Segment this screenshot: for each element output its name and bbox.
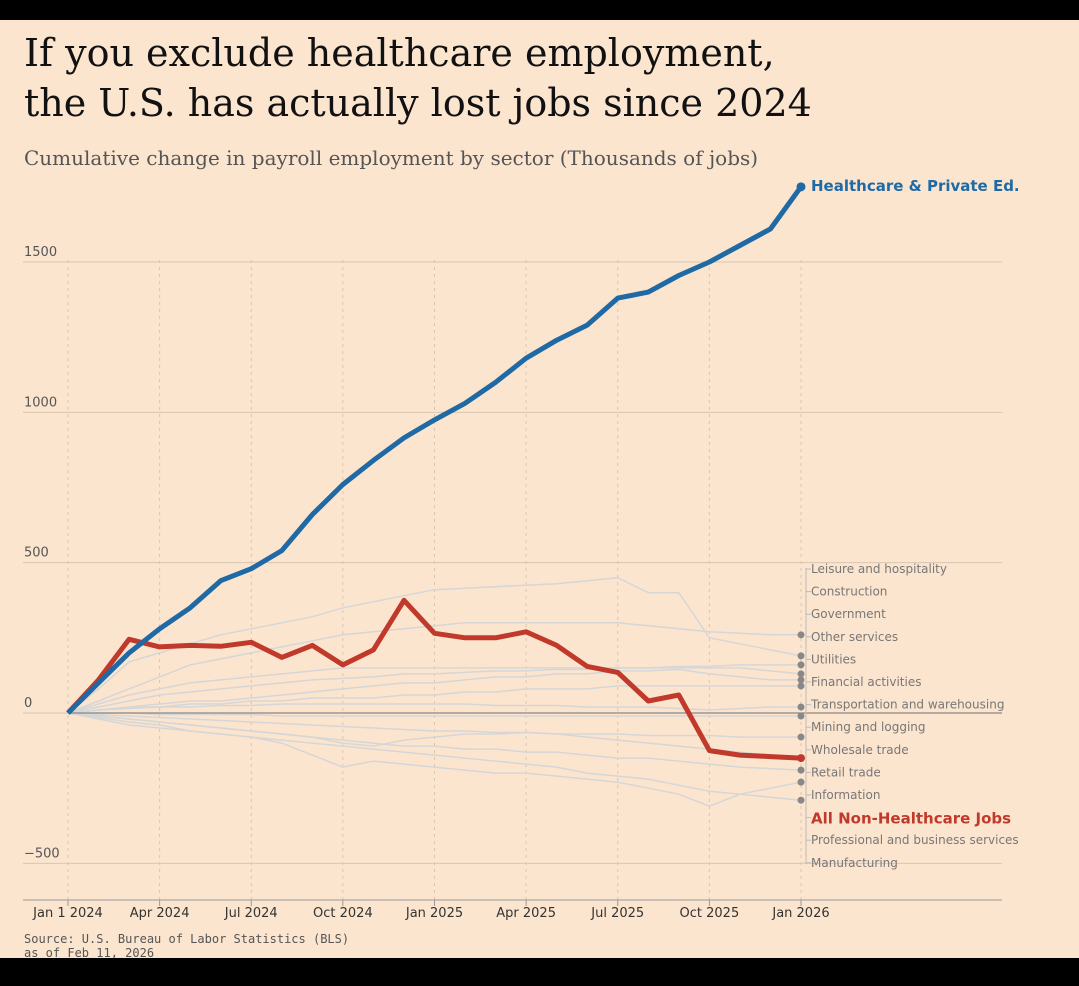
chart-card: If you exclude healthcare employment, th… bbox=[0, 20, 1079, 958]
x-tick-label: Jul 2025 bbox=[590, 906, 644, 921]
series-end-label: All Non-Healthcare Jobs bbox=[811, 810, 1011, 828]
y-tick-label: 1000 bbox=[24, 395, 57, 410]
sector-line-other-services bbox=[67, 664, 801, 714]
sector-line-mining-and-logging bbox=[68, 712, 801, 717]
sector-end-dot bbox=[797, 778, 805, 786]
series-end-label: Leisure and hospitality bbox=[811, 562, 947, 576]
x-tick-label: Apr 2025 bbox=[496, 906, 556, 921]
sector-line-manufacturing bbox=[67, 712, 802, 801]
sector-line-financial-activities bbox=[67, 685, 801, 714]
series-end-label: Retail trade bbox=[811, 765, 881, 779]
source-line: Source: U.S. Bureau of Labor Statistics … bbox=[24, 932, 350, 946]
line-chart: 1500 1000 500 0 −500 Jan 1 2024 Apr 2024 Jul 20… bbox=[23, 177, 1020, 921]
chart-subtitle: Cumulative change in payroll employment … bbox=[24, 146, 759, 170]
series-end-label: Wholesale trade bbox=[811, 743, 909, 757]
sector-end-dot bbox=[797, 682, 805, 690]
healthcare-line bbox=[66, 185, 804, 715]
chart-title-line-1: If you exclude healthcare employment, bbox=[24, 31, 775, 75]
x-tick-label: Oct 2025 bbox=[680, 906, 740, 921]
y-tick-label: 0 bbox=[24, 696, 32, 711]
x-tick-label: Jan 2026 bbox=[771, 906, 829, 921]
sector-end-dot bbox=[797, 733, 805, 741]
source-date: as of Feb 11, 2026 bbox=[24, 946, 155, 958]
x-tick-label: Jul 2024 bbox=[224, 906, 278, 921]
y-tick-label: 1500 bbox=[24, 245, 57, 260]
sector-line-information bbox=[67, 712, 802, 771]
sector-line-construction bbox=[67, 622, 801, 714]
y-tick-label: −500 bbox=[24, 846, 60, 861]
chart-title-line-2: the U.S. has actually lost jobs since 20… bbox=[24, 81, 812, 125]
non-healthcare-end-dot bbox=[797, 754, 805, 763]
sector-end-dot bbox=[797, 670, 805, 678]
y-tick-label: 500 bbox=[24, 546, 49, 561]
chart-title: If you exclude healthcare employment, th… bbox=[24, 28, 812, 128]
sector-end-dot bbox=[797, 796, 805, 804]
healthcare-end-dot bbox=[796, 182, 806, 192]
x-tick-label: Jan 1 2024 bbox=[32, 906, 103, 921]
series-end-label: Utilities bbox=[811, 652, 856, 666]
sector-line-utilities bbox=[67, 668, 801, 714]
series-end-label: Other services bbox=[811, 630, 898, 644]
healthcare-label: Healthcare & Private Ed. bbox=[811, 177, 1020, 195]
x-tick-label: Jan 2025 bbox=[405, 906, 463, 921]
sector-end-dot bbox=[797, 703, 805, 711]
series-end-label: Financial activities bbox=[811, 675, 921, 689]
sector-end-dot bbox=[797, 676, 805, 684]
x-tick-label: Apr 2024 bbox=[130, 906, 190, 921]
sector-end-dot bbox=[797, 712, 805, 720]
series-end-label: Construction bbox=[811, 585, 887, 599]
sector-end-dot bbox=[797, 652, 805, 660]
series-end-label: Information bbox=[811, 788, 880, 802]
series-end-label: Professional and business services bbox=[811, 833, 1019, 847]
sector-line-transportation-and-warehousing bbox=[67, 703, 801, 714]
series-end-label: Transportation and warehousing bbox=[810, 698, 1004, 712]
series-end-label: Manufacturing bbox=[811, 856, 898, 870]
sector-end-dot bbox=[797, 766, 805, 774]
sector-end-dot bbox=[797, 631, 805, 639]
x-tick-label: Oct 2024 bbox=[313, 906, 373, 921]
sector-end-dot bbox=[797, 661, 805, 669]
sector-line-government bbox=[67, 667, 802, 714]
sector-line-wholesale-trade bbox=[67, 712, 801, 738]
source-note: Source: U.S. Bureau of Labor Statistics … bbox=[24, 932, 349, 958]
non-healthcare-line bbox=[66, 597, 802, 761]
series-end-label: Government bbox=[811, 607, 886, 621]
series-end-label: Mining and logging bbox=[811, 720, 926, 734]
